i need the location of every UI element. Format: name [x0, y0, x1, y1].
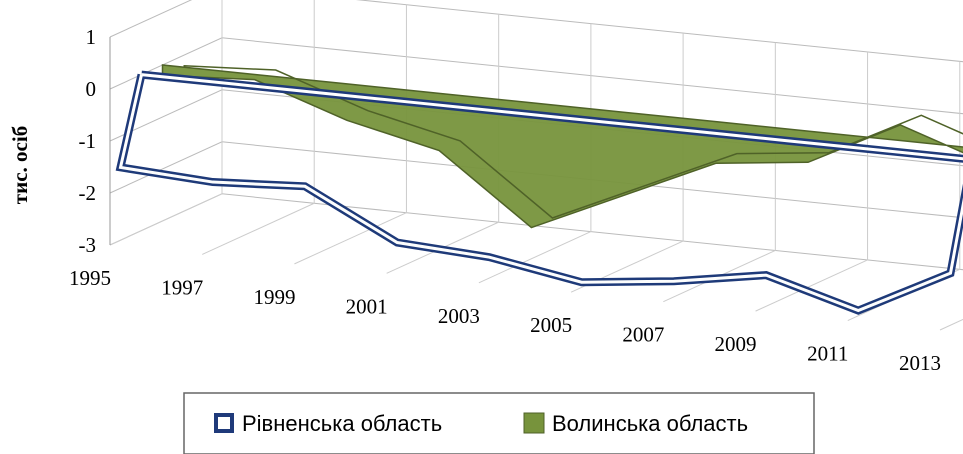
x-tick-label: 2009	[715, 332, 757, 356]
grid-line	[109, 0, 963, 63]
x-tick-label: 1999	[253, 285, 295, 309]
y-tick-label: -1	[79, 129, 97, 153]
legend-label: Волинська область	[552, 411, 748, 436]
grid-line	[755, 51, 869, 312]
grid-line	[386, 14, 500, 274]
x-tick-label: 1995	[69, 266, 111, 290]
x-tick-label: 2003	[438, 304, 480, 328]
ribbon-inner	[118, 73, 963, 313]
legend-label: Рівненська область	[242, 411, 442, 436]
legend-swatch	[214, 413, 234, 433]
y-tick-label: 0	[86, 77, 97, 101]
x-tick-label: 2007	[622, 323, 664, 347]
x-tick-label: 2011	[807, 342, 848, 366]
grid-line	[570, 33, 684, 293]
y-tick-label: 1	[86, 25, 97, 49]
grid	[109, 0, 963, 331]
legend-swatch	[523, 412, 545, 434]
y-axis-label: тис. осіб	[8, 126, 32, 204]
x-tick-label: 2001	[346, 294, 388, 318]
y-tick-label: -3	[79, 233, 97, 257]
legend-box	[183, 392, 815, 454]
x-tick-label: 1997	[161, 275, 203, 299]
x-tick-label: 2013	[899, 351, 941, 375]
x-tick-label: 2005	[530, 313, 572, 337]
grid-line	[202, 0, 315, 255]
y-tick-label: -2	[79, 181, 97, 205]
grid-line	[109, 0, 223, 246]
area	[161, 64, 963, 229]
grid-line	[847, 61, 961, 322]
grid-line	[663, 42, 776, 303]
legend: Рівненська область Волинська область	[183, 392, 815, 454]
grid-line	[294, 4, 407, 265]
